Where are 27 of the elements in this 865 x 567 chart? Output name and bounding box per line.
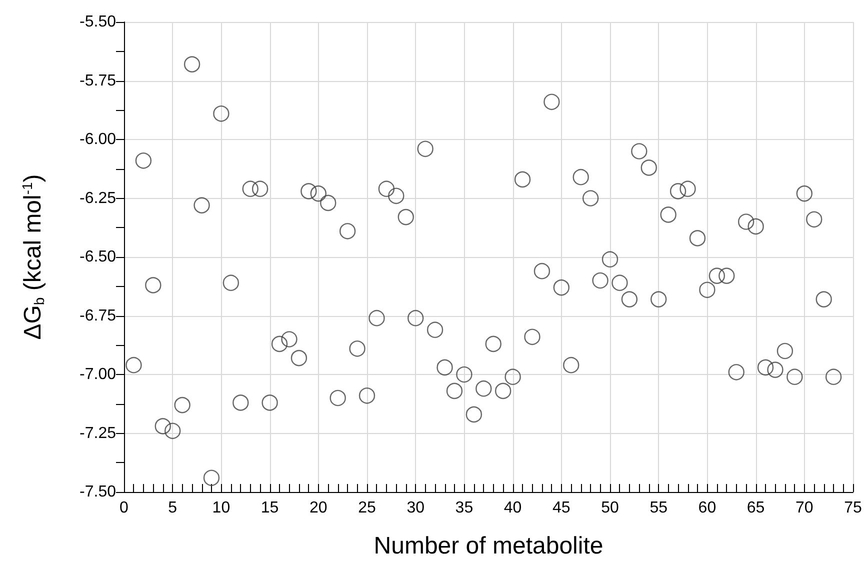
x-tick-label: 30 (406, 500, 425, 516)
y-tick-label: -6.25 (80, 190, 116, 207)
x-tick-label: 70 (796, 500, 814, 516)
x-tick-label: 60 (698, 500, 716, 516)
y-axis-title: ΔGb (kcal mol-1) (19, 174, 47, 340)
x-tick-label: 65 (746, 500, 765, 516)
x-tick-label: 25 (358, 500, 376, 516)
y-tick-label: -5.50 (80, 14, 116, 30)
x-tick-label: 45 (552, 500, 570, 516)
y-tick-label: -7.50 (80, 484, 116, 500)
x-tick-label: 10 (212, 500, 230, 516)
x-tick-label: 15 (260, 500, 279, 516)
y-tick-label: -7.25 (80, 424, 116, 442)
y-tick-label: -5.75 (80, 72, 116, 90)
x-tick-label: 50 (601, 500, 619, 516)
y-tick-label: -7.00 (80, 366, 116, 383)
x-tick-label: 35 (455, 500, 474, 516)
x-tick-label: 75 (844, 500, 862, 516)
x-axis-title: Number of metabolite (374, 532, 604, 560)
y-tick-label: -6.00 (80, 131, 116, 148)
y-tick-label: -6.75 (80, 307, 116, 324)
x-tick-label: 5 (168, 500, 178, 516)
x-tick-label: 55 (650, 500, 668, 516)
y-tick-label: -6.50 (80, 248, 116, 266)
x-tick-label: 20 (310, 500, 328, 516)
x-tick-label: 40 (504, 500, 522, 516)
x-tick-label: 0 (120, 500, 129, 516)
